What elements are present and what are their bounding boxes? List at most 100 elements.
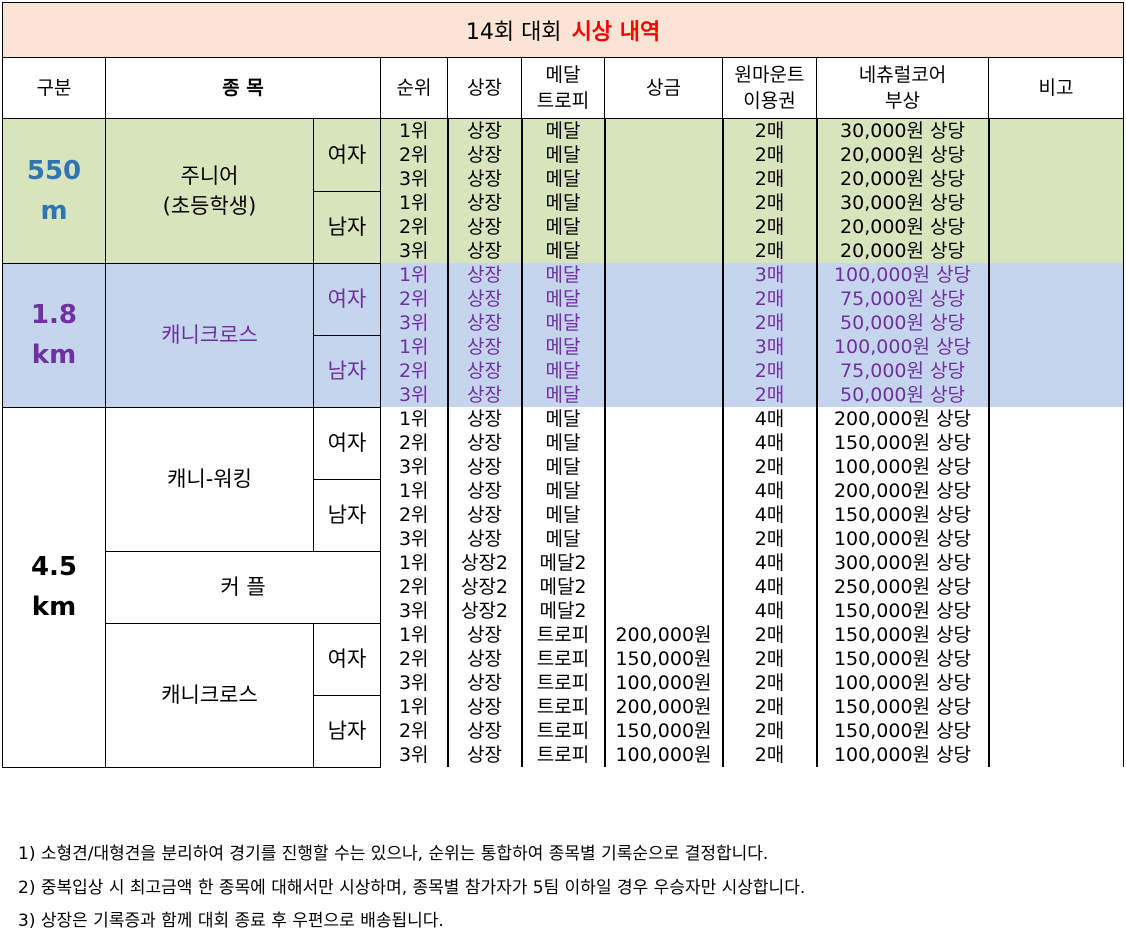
medal-cell: 트로피 <box>521 671 606 695</box>
medal-cell: 메달 <box>521 527 606 551</box>
rank-cell: 1위 <box>380 263 449 287</box>
medal-cell: 트로피 <box>521 719 606 743</box>
pass-cell: 2매 <box>722 239 818 263</box>
note-cell <box>987 623 1125 647</box>
header-extra-line2: 부상 <box>885 90 920 112</box>
table-row: 남자 1위 상장 메달 2매 30,000원 상당 <box>3 190 1125 264</box>
certificate-cell: 상장 <box>447 743 523 767</box>
certificate-cell: 상장 <box>447 455 523 479</box>
certificate-cell: 상장 <box>447 143 523 167</box>
prize-cell <box>604 431 724 455</box>
medal-cell: 트로피 <box>521 743 606 767</box>
pass-cell: 2매 <box>722 191 818 215</box>
footnote-2: 2) 중복입상 시 최고금액 한 종목에 대해서만 시상하며, 종목별 참가자가… <box>18 877 806 898</box>
note-cell <box>987 527 1125 551</box>
certificate-cell: 상장 <box>447 335 523 359</box>
certificate-cell: 상장 <box>447 647 523 671</box>
event-cell: 주니어 (초등학생) <box>105 118 314 264</box>
certificate-cell: 상장 <box>447 383 523 407</box>
pass-cell: 2매 <box>722 383 818 407</box>
prize-cell <box>604 455 724 479</box>
extra-prize-cell: 150,000원 상당 <box>816 647 990 671</box>
extra-prize-cell: 100,000원 상당 <box>816 743 990 767</box>
division-cell: 4.5 km <box>2 406 106 768</box>
rank-cell: 2위 <box>380 431 449 455</box>
extra-prize-cell: 30,000원 상당 <box>816 118 990 143</box>
pass-cell: 2매 <box>722 287 818 311</box>
certificate-cell: 상장2 <box>447 599 523 623</box>
medal-cell: 메달 <box>521 431 606 455</box>
table-row: 3위 상장 메달 2매 20,000원 상당 <box>3 239 1125 263</box>
extra-prize-cell: 200,000원 상당 <box>816 407 990 431</box>
table-row: 남자 1위 상장 트로피 200,000원 2매 150,000원 상당 <box>3 694 1125 768</box>
rank-cell: 1위 <box>380 407 449 431</box>
gender-cell: 여자 <box>313 406 381 480</box>
medal-cell: 트로피 <box>521 647 606 671</box>
pass-cell: 4매 <box>722 479 818 503</box>
extra-prize-cell: 150,000원 상당 <box>816 599 990 623</box>
rank-cell: 1위 <box>380 695 449 719</box>
note-cell <box>987 167 1125 191</box>
note-cell <box>987 599 1125 623</box>
medal-cell: 메달 <box>521 239 606 263</box>
rank-cell: 1위 <box>380 479 449 503</box>
rank-cell: 2위 <box>380 359 449 383</box>
note-cell <box>987 239 1125 263</box>
table-row: 2위 상장 메달 4매 150,000원 상당 <box>3 503 1125 527</box>
prize-cell <box>604 479 724 503</box>
certificate-cell: 상장 <box>447 503 523 527</box>
certificate-cell: 상장 <box>447 671 523 695</box>
header-event: 종 목 <box>105 57 381 119</box>
note-cell <box>987 311 1125 335</box>
extra-prize-cell: 20,000원 상당 <box>816 239 990 263</box>
prize-cell <box>604 167 724 191</box>
rank-cell: 1위 <box>380 551 449 575</box>
pass-cell: 2매 <box>722 359 818 383</box>
extra-prize-cell: 100,000원 상당 <box>816 527 990 551</box>
prize-cell <box>604 191 724 215</box>
medal-cell: 트로피 <box>521 695 606 719</box>
prize-cell <box>604 359 724 383</box>
medal-cell: 메달2 <box>521 575 606 599</box>
pass-cell: 2매 <box>722 719 818 743</box>
header-extra-line1: 네츄럴코어 <box>858 64 947 86</box>
prize-cell <box>604 239 724 263</box>
pass-cell: 2매 <box>722 743 818 767</box>
prize-cell <box>604 575 724 599</box>
rank-cell: 2위 <box>380 575 449 599</box>
rank-cell: 3위 <box>380 599 449 623</box>
prize-cell <box>604 551 724 575</box>
table-row: 2위 상장2 메달2 4매 250,000원 상당 <box>3 575 1125 599</box>
rank-cell: 3위 <box>380 527 449 551</box>
prize-cell <box>604 215 724 239</box>
pass-cell: 2매 <box>722 143 818 167</box>
table-row: 550 m 주니어 (초등학생) 여자 1위 상장 메달 2매 30,000원 상당 <box>2 118 1125 264</box>
pass-cell: 4매 <box>722 599 818 623</box>
note-cell <box>987 551 1125 575</box>
table-row: 2위 상장 메달 2매 75,000원 상당 <box>3 359 1125 383</box>
pass-cell: 2매 <box>722 671 818 695</box>
note-cell <box>987 455 1125 479</box>
prize-cell <box>604 287 724 311</box>
header-rank: 순위 <box>380 57 448 119</box>
rank-cell: 2위 <box>380 719 449 743</box>
header-note: 비고 <box>987 57 1125 119</box>
note-cell <box>987 118 1125 143</box>
certificate-cell: 상장2 <box>447 575 523 599</box>
table-title: 14회 대회 시상 내역 <box>1 2 1125 58</box>
extra-prize-cell: 300,000원 상당 <box>816 551 990 575</box>
prize-cell: 100,000원 <box>604 743 724 767</box>
prize-cell <box>604 407 724 431</box>
header-medal-line1: 메달 <box>545 64 581 86</box>
rank-cell: 3위 <box>380 671 449 695</box>
medal-cell: 메달 <box>521 455 606 479</box>
table-row: 2위 상장 메달 2매 20,000원 상당 <box>3 143 1125 167</box>
extra-prize-cell: 50,000원 상당 <box>816 311 990 335</box>
prize-cell <box>604 599 724 623</box>
rank-cell: 3위 <box>380 455 449 479</box>
certificate-cell: 상장 <box>447 359 523 383</box>
rank-cell: 2위 <box>380 215 449 239</box>
medal-cell: 메달2 <box>521 599 606 623</box>
table-row: 2위 상장 메달 2매 20,000원 상당 <box>3 215 1125 239</box>
rank-cell: 1위 <box>380 335 449 359</box>
